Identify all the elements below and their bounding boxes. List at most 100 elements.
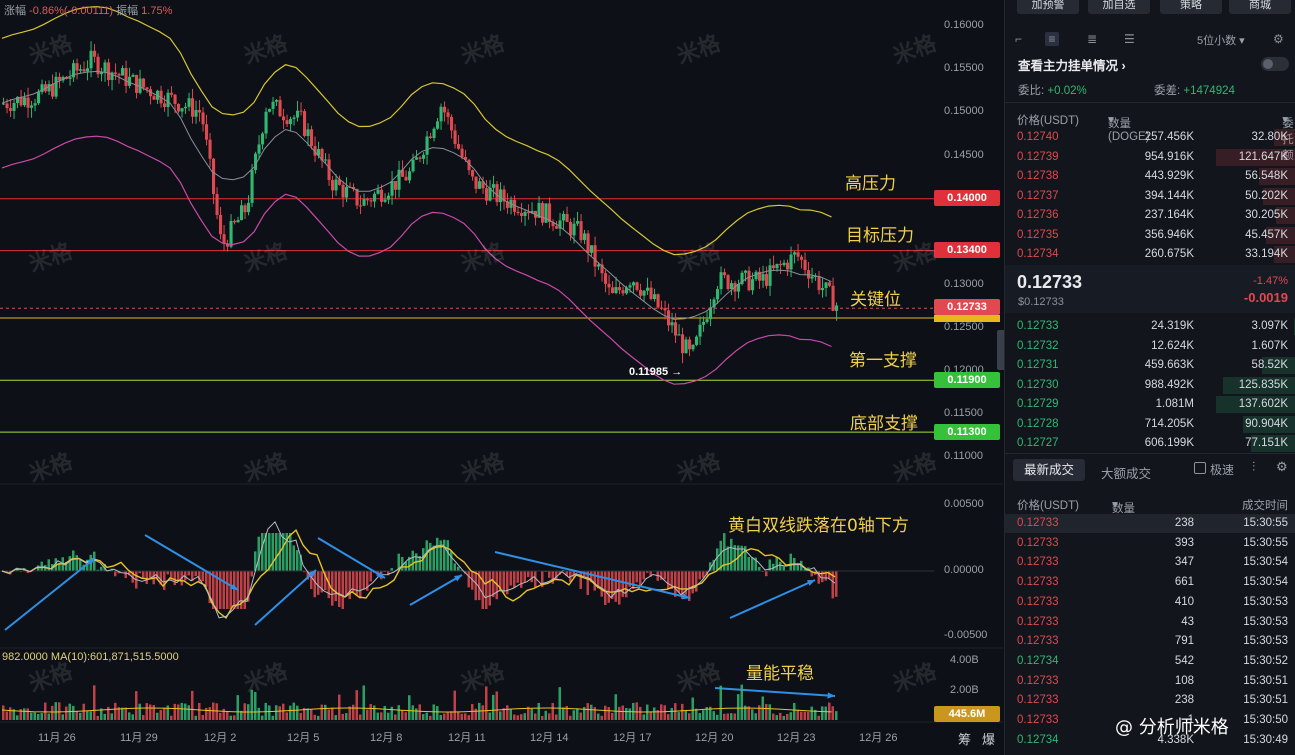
candle-body bbox=[201, 112, 205, 125]
filter-icon[interactable]: ⫶ bbox=[1252, 459, 1256, 474]
strategy-button[interactable]: 策略 bbox=[1160, 0, 1222, 14]
volume-bar bbox=[831, 706, 834, 720]
date-tick: 12月 11 bbox=[448, 732, 486, 744]
volume-bar bbox=[502, 708, 505, 720]
volume-tick: 4.00B bbox=[950, 654, 979, 666]
ask-row[interactable]: 0.12739 954.916K 121.647K bbox=[1005, 148, 1295, 167]
price-tick: 0.13000 bbox=[944, 278, 984, 290]
macd-bar bbox=[418, 555, 421, 571]
trade-col-qty[interactable]: 数量(DOGE) ▾ bbox=[1112, 497, 1154, 528]
candle-body bbox=[292, 117, 296, 119]
macd-bar bbox=[796, 563, 799, 571]
macd-bar bbox=[716, 548, 719, 571]
macd-bar bbox=[208, 571, 211, 604]
store-button[interactable]: 商城 bbox=[1229, 0, 1291, 14]
volume-bar bbox=[37, 714, 40, 720]
volume-bar bbox=[82, 703, 85, 720]
trend-arrow-head bbox=[377, 571, 385, 578]
tab-latest-trades[interactable]: 最新成交 bbox=[1013, 459, 1085, 481]
volume-bar bbox=[103, 713, 106, 720]
candle-body bbox=[411, 159, 415, 172]
book-qty: 24.319K bbox=[1151, 320, 1194, 332]
book-total: 121.647K bbox=[1238, 150, 1288, 163]
book-qty: 459.663K bbox=[1144, 359, 1194, 371]
book-both-icon[interactable]: ⌐ bbox=[1015, 32, 1023, 46]
settings-icon[interactable]: ⚙ bbox=[1276, 459, 1288, 474]
book-asks-icon[interactable]: ≡ bbox=[1045, 32, 1059, 46]
candle-body bbox=[96, 56, 100, 75]
candle-body bbox=[709, 307, 713, 320]
macd-bar bbox=[26, 571, 29, 574]
book-price: 0.12734 bbox=[1017, 248, 1059, 260]
macd-bar bbox=[285, 533, 288, 571]
candle-body bbox=[282, 116, 286, 121]
settings-icon[interactable]: ⚙ bbox=[1273, 32, 1284, 46]
bid-row[interactable]: 0.12728 714.205K 90.904K bbox=[1005, 415, 1295, 434]
macd-tick: -0.00500 bbox=[944, 629, 988, 641]
main-orders-toggle[interactable] bbox=[1261, 57, 1289, 71]
bid-row[interactable]: 0.12729 1.081M 137.602K bbox=[1005, 395, 1295, 414]
annotation-volume: 量能平稳 bbox=[746, 664, 814, 684]
price-chart-canvas[interactable] bbox=[0, 0, 1003, 755]
chip-button[interactable]: 筹 bbox=[958, 732, 972, 747]
macd-bar bbox=[250, 571, 253, 577]
book-price: 0.12735 bbox=[1017, 228, 1059, 241]
chart-area[interactable]: 涨幅 -0.86%(-0.00111) 振幅 1.75% 0.16000 0.1… bbox=[0, 0, 1005, 755]
bid-row[interactable]: 0.12732 12.624K 1.607K bbox=[1005, 337, 1295, 356]
trade-qty: 43 bbox=[1181, 615, 1194, 628]
bid-row[interactable]: 0.12730 988.492K 125.835K bbox=[1005, 376, 1295, 395]
bid-row[interactable]: 0.12733 24.319K 3.097K bbox=[1005, 317, 1295, 336]
add-alert-button[interactable]: 加预警 bbox=[1017, 0, 1079, 14]
volume-bar bbox=[30, 712, 33, 720]
ask-row[interactable]: 0.12737 394.144K 50.202K bbox=[1005, 187, 1295, 206]
candle-body bbox=[103, 62, 107, 72]
macd-bar bbox=[649, 571, 652, 577]
book-list-icon[interactable]: ☰ bbox=[1124, 32, 1135, 46]
candle-body bbox=[82, 69, 86, 72]
panel-collapse-handle[interactable] bbox=[997, 330, 1005, 370]
macd-bar bbox=[205, 571, 208, 587]
candle-body bbox=[215, 194, 219, 216]
candle-body bbox=[436, 121, 440, 129]
volume-bar bbox=[324, 704, 327, 720]
bid-row[interactable]: 0.12731 459.663K 58.52K bbox=[1005, 356, 1295, 375]
bid-row[interactable]: 0.12727 606.199K 77.151K bbox=[1005, 434, 1295, 453]
macd-bar bbox=[215, 571, 218, 609]
book-bids-icon[interactable]: ≣ bbox=[1087, 32, 1098, 46]
speed-checkbox[interactable] bbox=[1194, 462, 1206, 474]
ask-row[interactable]: 0.12740 257.456K 32.80K bbox=[1005, 128, 1295, 147]
ask-row[interactable]: 0.12735 356.946K 45.457K bbox=[1005, 226, 1295, 245]
book-price: 0.12733 bbox=[1017, 320, 1059, 332]
macd-bar bbox=[173, 571, 176, 586]
candle-body bbox=[460, 148, 464, 157]
burst-button[interactable]: 爆 bbox=[982, 732, 996, 747]
tab-large-trades[interactable]: 大额成交 bbox=[1101, 467, 1152, 481]
candle-body bbox=[667, 310, 671, 326]
candle-body bbox=[478, 181, 482, 189]
col-qty[interactable]: 数量 (DOGE) ▾ bbox=[1108, 114, 1150, 143]
volume-bar bbox=[278, 706, 281, 720]
candle-body bbox=[723, 272, 727, 276]
precision-select[interactable]: 5位小数 ▾ bbox=[1197, 35, 1245, 47]
volume-bar bbox=[765, 704, 768, 720]
volume-bar bbox=[299, 712, 302, 720]
add-favorite-button[interactable]: 加自选 bbox=[1088, 0, 1150, 14]
ask-row[interactable]: 0.12736 237.164K 30.205K bbox=[1005, 206, 1295, 225]
macd-bar bbox=[149, 571, 152, 579]
candle-body bbox=[261, 133, 265, 145]
volume-bar bbox=[562, 707, 565, 720]
macd-bar bbox=[751, 557, 754, 571]
main-orders-link[interactable]: 查看主力挂单情况 › bbox=[1018, 59, 1126, 73]
macd-bar bbox=[271, 533, 274, 571]
macd-bar bbox=[264, 533, 267, 571]
candle-body bbox=[835, 305, 839, 311]
ask-row[interactable]: 0.12738 443.929K 56.548K bbox=[1005, 167, 1295, 186]
candle-body bbox=[194, 110, 198, 117]
ask-row[interactable]: 0.12734 260.675K 33.194K bbox=[1005, 245, 1295, 264]
change-value: -0.86%(-0.00111) bbox=[29, 5, 114, 17]
macd-bar bbox=[79, 559, 82, 571]
candle-body bbox=[730, 283, 734, 290]
col-total[interactable]: 委托额 ▾ bbox=[1282, 114, 1294, 162]
macd-bar bbox=[586, 571, 589, 596]
volume-bar bbox=[464, 713, 467, 720]
